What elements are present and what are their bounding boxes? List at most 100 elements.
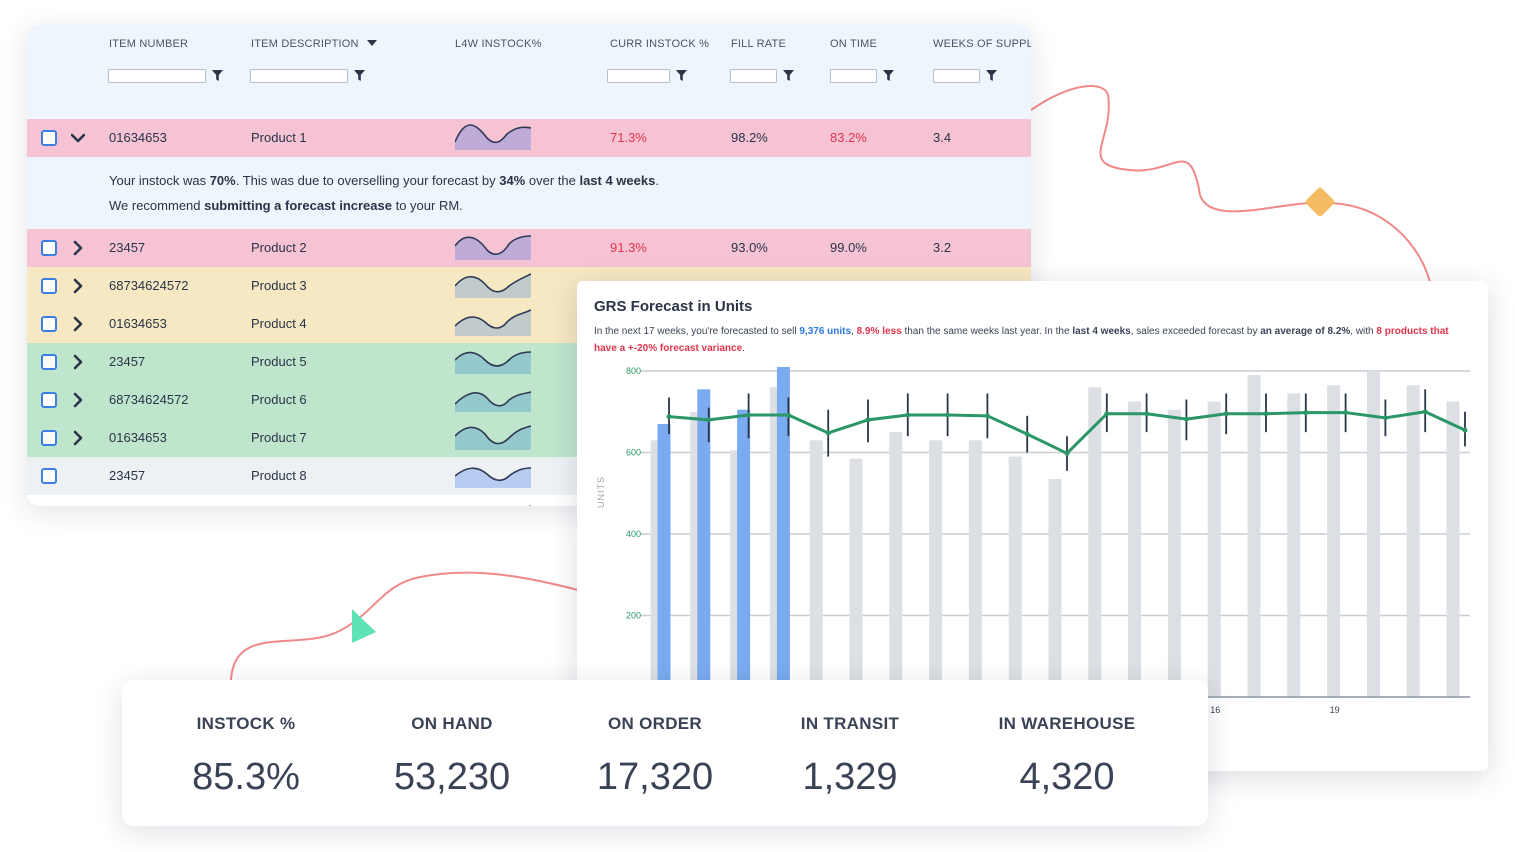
- chart-bar: [1446, 401, 1460, 697]
- cell-weeks-of-supply: 3.2: [933, 240, 952, 255]
- explanation-text-segment: to your RM.: [391, 198, 463, 213]
- chart-bar: [1008, 456, 1022, 697]
- chevron-right-icon[interactable]: [71, 240, 85, 256]
- chart-bar: [697, 389, 711, 697]
- explanation-text-segment: 34%: [499, 173, 526, 188]
- row-checkbox[interactable]: [41, 240, 57, 256]
- forecast-chart: 200 400 600 800 UNITS 16 19: [596, 366, 1470, 715]
- kpi-value: 4,320: [1019, 756, 1115, 798]
- filter-icon[interactable]: [986, 70, 997, 82]
- chart-summary: In the next 17 weeks, you're forecasted …: [594, 323, 1474, 357]
- row-checkbox[interactable]: [41, 354, 57, 370]
- y-tick-label: 200: [626, 611, 641, 621]
- chart-bar: [929, 440, 943, 697]
- chart-bar: [1048, 478, 1062, 697]
- cell-on-time: 99.0%: [830, 240, 867, 255]
- cell-item-description: Product 2: [251, 240, 307, 255]
- cell-item-description: Product 6: [251, 392, 307, 407]
- cell-item-description: Product 5: [251, 354, 307, 369]
- filter-input-fill-rate[interactable]: [730, 69, 777, 83]
- chevron-right-icon[interactable]: [71, 278, 85, 294]
- kpi-label: ON HAND: [411, 714, 493, 733]
- kpi-label: ON ORDER: [607, 714, 702, 733]
- kpi-value: 85.3%: [192, 756, 300, 798]
- kpi-value: 53,230: [393, 756, 511, 798]
- chevron-right-icon[interactable]: [71, 316, 85, 332]
- chevron-right-icon[interactable]: [71, 430, 85, 446]
- chart-summary-segment: , with: [1350, 326, 1377, 337]
- sparkline: [455, 391, 531, 412]
- filter-input-item-number[interactable]: [108, 69, 206, 83]
- filter-icon[interactable]: [783, 70, 794, 82]
- cell-weeks-of-supply: 3.4: [933, 130, 952, 145]
- filter-input-on-time[interactable]: [830, 69, 877, 83]
- y-tick-label: 400: [626, 529, 641, 539]
- row-checkbox[interactable]: [41, 278, 57, 294]
- row-checkbox[interactable]: [41, 392, 57, 408]
- cell-item-number: 68734624572: [109, 392, 189, 407]
- y-axis-label: UNITS: [596, 476, 606, 508]
- row-checkbox[interactable]: [41, 468, 57, 484]
- column-header-weeks-of-supply[interactable]: WEEKS OF SUPPLY: [933, 38, 1031, 50]
- chart-summary-segment: .: [742, 343, 745, 354]
- chevron-right-icon[interactable]: [71, 392, 85, 408]
- forecast-point: [1422, 409, 1428, 415]
- kpi-value: 1,329: [802, 756, 898, 798]
- column-header-item-description[interactable]: ITEM DESCRIPTION: [251, 38, 377, 50]
- explanation-text-segment: .: [655, 173, 659, 188]
- cell-on-time: 83.2%: [830, 130, 867, 145]
- filter-icon[interactable]: [354, 70, 365, 82]
- filter-icon[interactable]: [212, 70, 223, 82]
- table-row[interactable]: 23457 Product 2 91.3% 93.0% 99.0% 3.2: [27, 229, 1031, 267]
- kpi-label: INSTOCK %: [196, 714, 296, 733]
- filter-icon[interactable]: [883, 70, 894, 82]
- cell-item-number: 23457: [109, 468, 146, 483]
- kpi-label: IN TRANSIT: [800, 714, 900, 733]
- filter-icon[interactable]: [676, 70, 687, 82]
- chart-bar: [1247, 375, 1261, 697]
- chevron-down-icon[interactable]: [71, 130, 85, 146]
- column-header-curr-instock[interactable]: CURR INSTOCK %: [610, 38, 710, 50]
- forecast-point: [666, 414, 672, 420]
- column-header-fill-rate[interactable]: FILL RATE: [731, 38, 786, 50]
- filter-input-weeks-of-supply[interactable]: [933, 69, 980, 83]
- chart-summary-segment: In the next 17 weeks, you're forecasted …: [594, 326, 800, 337]
- filter-input-item-description[interactable]: [250, 69, 348, 83]
- explanation-text-segment: . This was due to overselling your forec…: [235, 173, 500, 188]
- filter-input-curr-instock[interactable]: [607, 69, 670, 83]
- sparkline: [455, 309, 531, 336]
- cell-item-description: Product 7: [251, 430, 307, 445]
- column-header-l4w-instock[interactable]: L4W INSTOCK%: [455, 38, 542, 50]
- forecast-point: [706, 417, 712, 423]
- row-checkbox[interactable]: [41, 316, 57, 332]
- chart-bar: [1406, 385, 1420, 697]
- row-checkbox[interactable]: [41, 430, 57, 446]
- forecast-point: [1144, 411, 1150, 417]
- sort-caret-icon[interactable]: [366, 40, 377, 46]
- kpi-summary-card: INSTOCK % 85.3% ON HAND 53,230 ON ORDER 17,32…: [122, 680, 1208, 826]
- chart-bar: [889, 432, 903, 697]
- chevron-right-icon[interactable]: [71, 354, 85, 370]
- table-row[interactable]: 01634653 Product 1 71.3% 98.2% 83.2% 3.4: [27, 119, 1031, 157]
- chart-summary-segment: an average of 8.2%: [1260, 326, 1351, 337]
- cell-fill-rate: 98.2%: [731, 130, 768, 145]
- kpi-tile: ON HAND 53,230: [342, 680, 562, 826]
- chart-summary-segment: , sales exceeded forecast by: [1130, 326, 1261, 337]
- cell-curr-instock: 91.3%: [610, 240, 647, 255]
- explanation-text-segment: We recommend: [109, 198, 205, 213]
- column-header-item-number[interactable]: ITEM NUMBER: [109, 38, 189, 50]
- chart-summary-segment: than the same weeks last year. In the: [901, 326, 1073, 337]
- forecast-point: [1343, 410, 1349, 416]
- chart-bar: [1128, 401, 1142, 697]
- cell-item-number: 01634653: [109, 130, 167, 145]
- kpi-tile: INSTOCK % 85.3%: [136, 680, 356, 826]
- cell-item-description: Product 3: [251, 278, 307, 293]
- cell-item-number: 23457: [109, 240, 146, 255]
- row-checkbox[interactable]: [41, 130, 57, 146]
- column-header-on-time[interactable]: ON TIME: [830, 38, 878, 50]
- y-tick-label: 600: [626, 448, 641, 458]
- cell-item-description: Product 4: [251, 316, 307, 331]
- chart-summary-segment: 9,376 units: [799, 326, 852, 337]
- cell-item-number: 68734624572: [109, 278, 189, 293]
